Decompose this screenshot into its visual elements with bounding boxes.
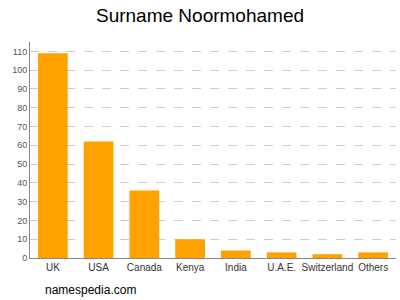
- svg-text:70: 70: [17, 122, 27, 132]
- svg-text:India: India: [225, 262, 247, 273]
- svg-text:40: 40: [17, 178, 27, 188]
- svg-text:Switzerland: Switzerland: [302, 262, 354, 273]
- svg-text:60: 60: [17, 140, 27, 150]
- svg-text:Kenya: Kenya: [176, 262, 205, 273]
- svg-text:Others: Others: [358, 262, 388, 273]
- html-text:namespedia.com: namespedia.com: [45, 283, 137, 297]
- svg-text:UK: UK: [46, 262, 60, 273]
- svg-text:Canada: Canada: [127, 262, 162, 273]
- svg-text:50: 50: [17, 159, 27, 169]
- svg-text:Surname Noormohamed: Surname Noormohamed: [96, 5, 304, 26]
- svg-text:30: 30: [17, 197, 27, 207]
- svg-text:80: 80: [17, 103, 27, 113]
- svg-text:0: 0: [22, 253, 27, 263]
- svg-text:10: 10: [17, 234, 27, 244]
- svg-text:USA: USA: [88, 262, 109, 273]
- svg-text:U.A.E.: U.A.E.: [267, 262, 296, 273]
- svg-text:110: 110: [13, 47, 27, 57]
- svg-text:20: 20: [17, 216, 27, 226]
- svg-text:100: 100: [12, 65, 27, 75]
- svg-text:90: 90: [17, 84, 27, 94]
